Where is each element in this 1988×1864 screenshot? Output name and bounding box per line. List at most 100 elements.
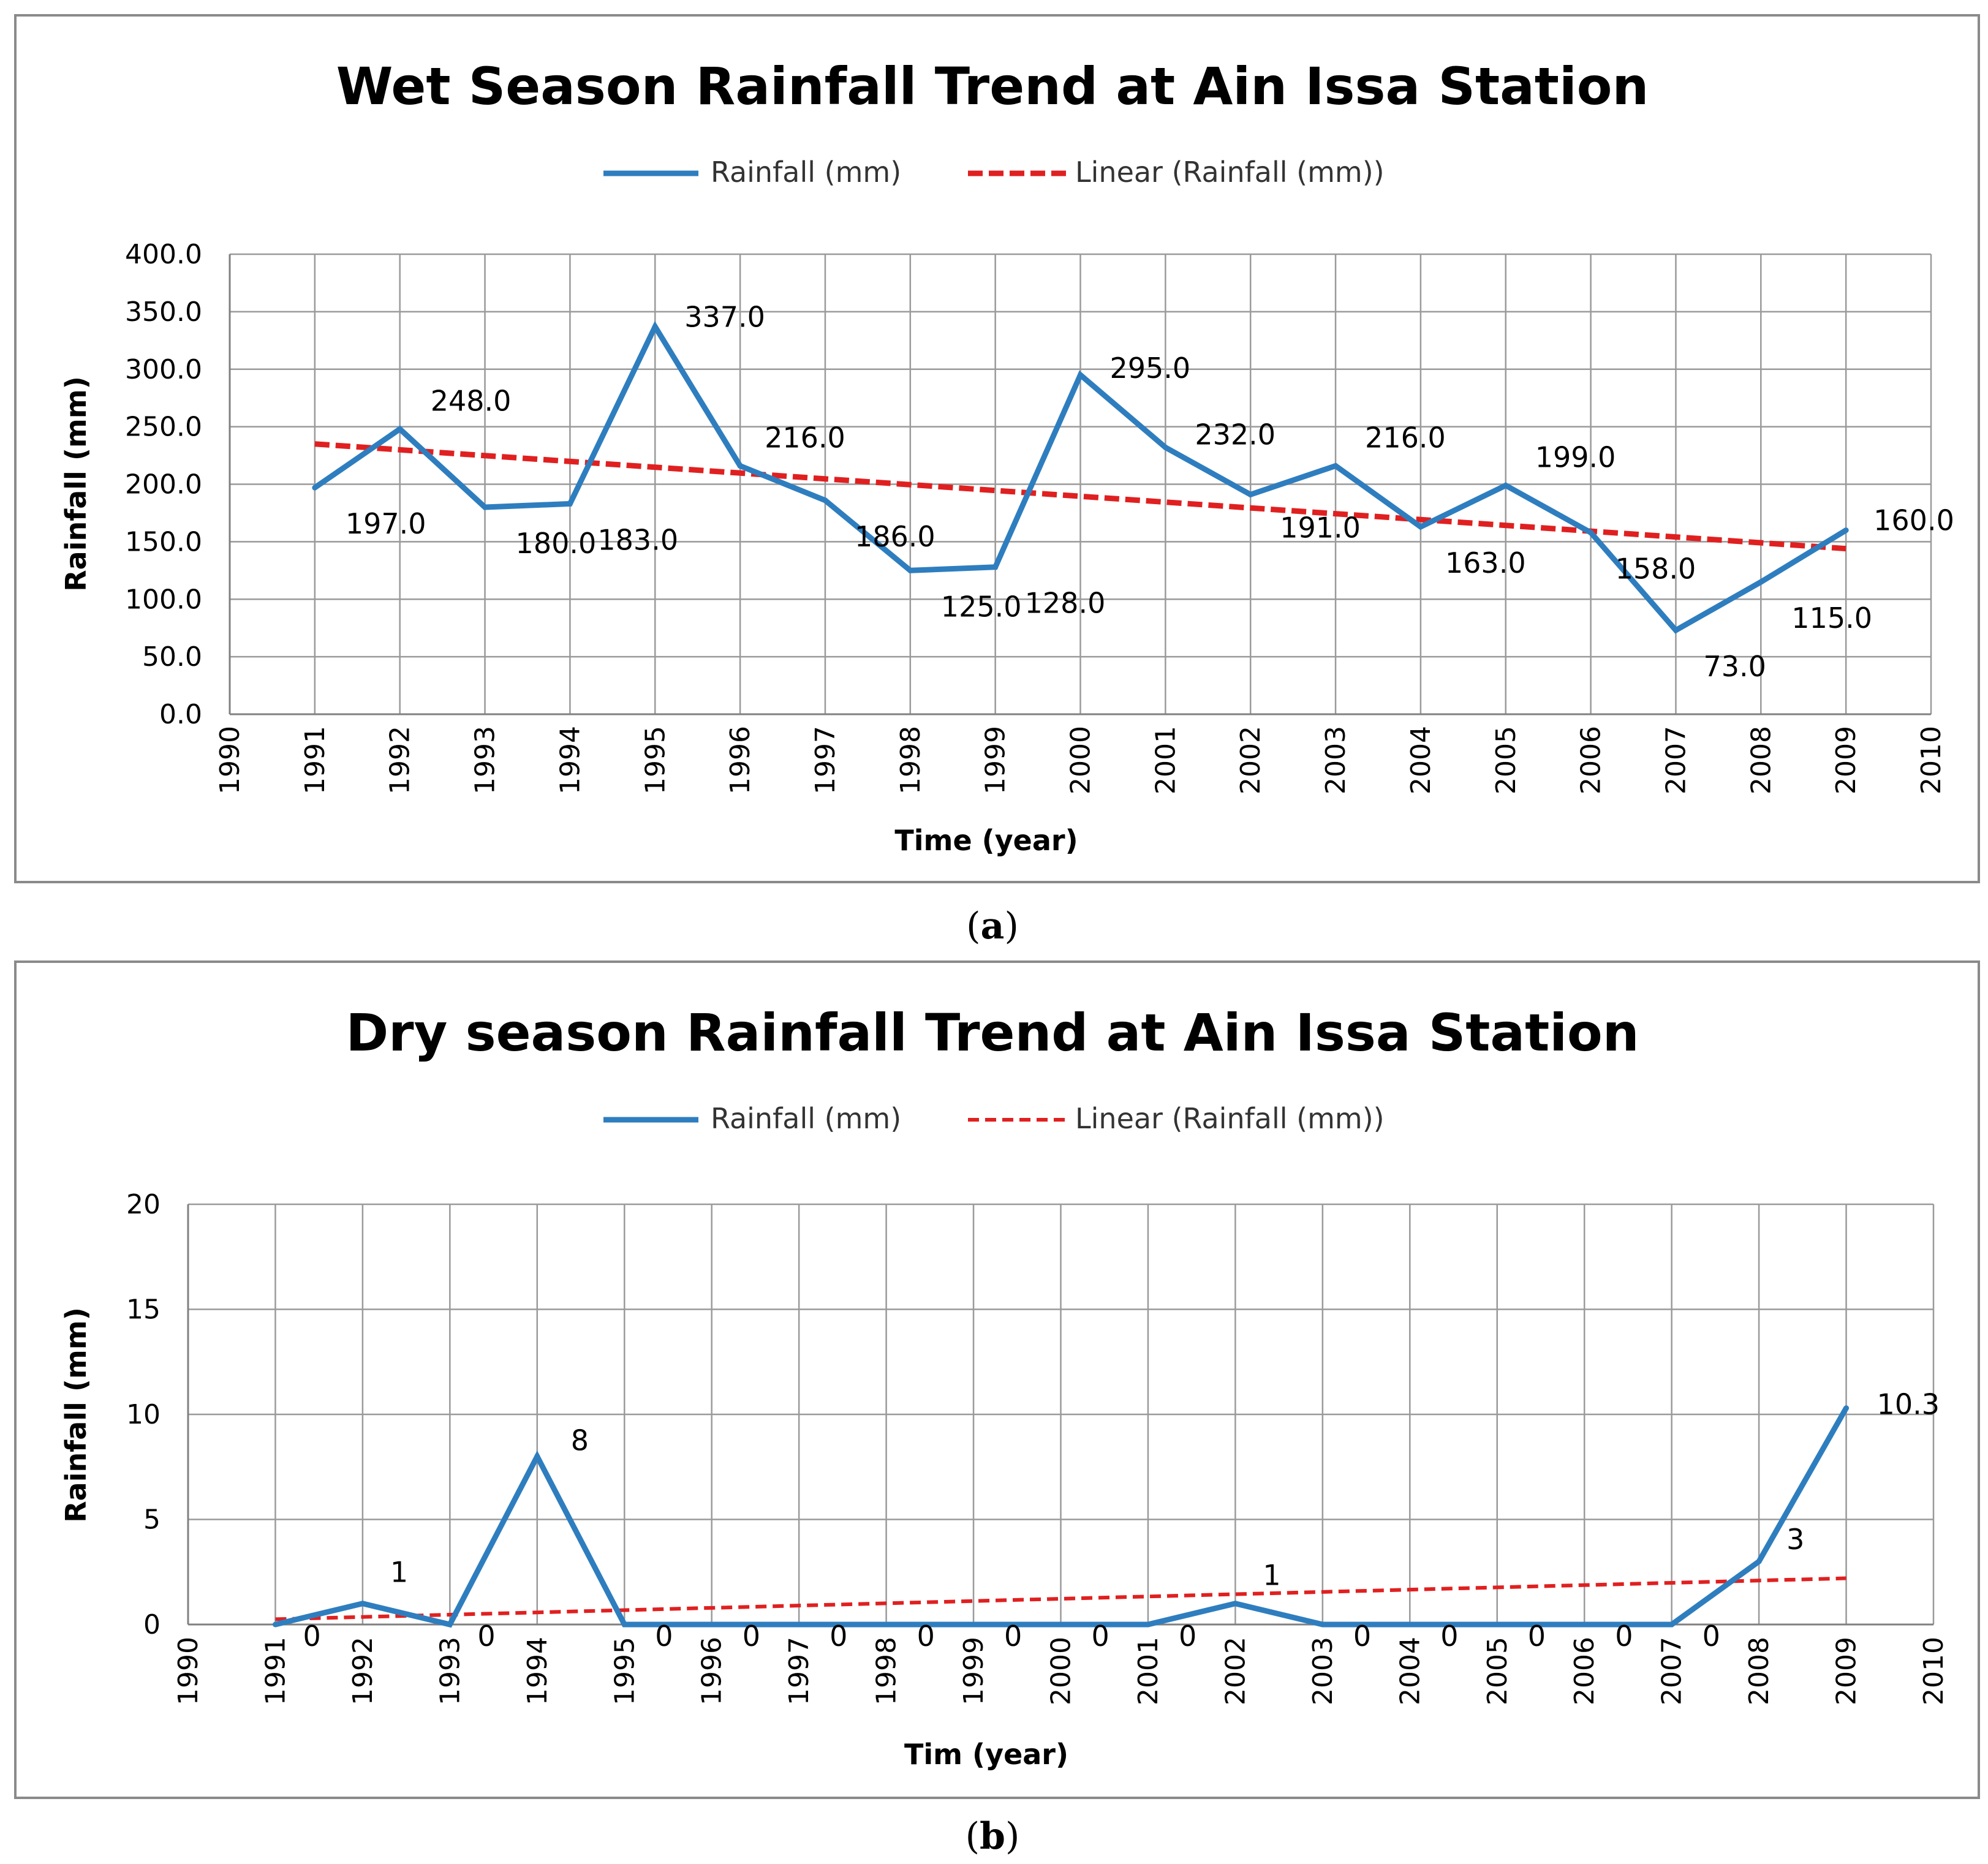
data-label: 0: [1703, 1620, 1720, 1653]
data-label: 0: [1353, 1620, 1371, 1653]
legend-label-linear: Linear (Rainfall (mm)): [1075, 1102, 1385, 1135]
x-tick-label: 1993: [434, 1637, 466, 1705]
data-point: [447, 1621, 453, 1628]
data-label: 0: [1528, 1620, 1546, 1653]
data-label: 197.0: [346, 507, 426, 540]
legend-label-rainfall: Rainfall (mm): [711, 1102, 901, 1135]
x-tick-label: 1993: [470, 726, 501, 794]
gridlines: [187, 1203, 1935, 1626]
data-point: [1494, 1621, 1500, 1628]
data-point: [883, 1621, 890, 1628]
x-tick-label: 2001: [1133, 1637, 1164, 1705]
x-tick-label: 2009: [1831, 726, 1862, 794]
data-point: [1672, 627, 1679, 633]
x-tick-label: 1995: [640, 726, 671, 794]
x-tick-label: 1997: [784, 1637, 815, 1705]
x-tick-label: 2008: [1745, 726, 1777, 794]
panel-caption: (a): [966, 905, 1019, 948]
data-point: [1058, 1621, 1064, 1628]
x-tick-label: 2009: [1831, 1637, 1862, 1705]
y-tick-label: 200.0: [125, 469, 202, 500]
y-tick-label: 150.0: [125, 526, 202, 557]
data-label: 0: [655, 1620, 673, 1653]
data-point: [1669, 1621, 1675, 1628]
x-tick-label: 1991: [300, 726, 331, 794]
x-tick-label: 2005: [1491, 726, 1522, 794]
y-axis-title: Rainfall (mm): [59, 1307, 93, 1523]
data-label: 0: [1004, 1620, 1022, 1653]
data-label: 1: [390, 1556, 408, 1589]
data-point: [1232, 1601, 1238, 1607]
x-tick-label: 1998: [871, 1637, 902, 1705]
data-point: [907, 567, 913, 573]
data-label: 8: [571, 1424, 589, 1457]
data-point: [482, 504, 488, 510]
x-tick-label: 2003: [1320, 726, 1351, 794]
x-tick-label: 2004: [1405, 726, 1437, 794]
data-point: [822, 497, 828, 504]
x-tick-label: 1994: [522, 1637, 553, 1705]
data-point: [1581, 1621, 1587, 1628]
gridlines: [229, 253, 1932, 715]
data-point: [312, 485, 318, 491]
data-point: [1078, 372, 1083, 378]
data-label: 337.0: [684, 300, 765, 333]
data-point: [1418, 524, 1424, 530]
data-point: [652, 323, 658, 330]
chart-frame: [14, 14, 1980, 883]
data-label: 0: [743, 1620, 760, 1653]
y-tick-label: 20: [126, 1189, 161, 1220]
legend-label-rainfall: Rainfall (mm): [711, 156, 901, 189]
data-point: [1758, 579, 1764, 585]
data-point: [1588, 529, 1594, 535]
y-tick-label: 0: [143, 1609, 161, 1640]
data-point: [534, 1454, 540, 1460]
x-tick-label: 2000: [1065, 726, 1097, 794]
data-label: 191.0: [1280, 511, 1361, 544]
x-tick-label: 2007: [1660, 726, 1691, 794]
x-axis-title: Tim (year): [904, 1738, 1068, 1771]
y-tick-label: 400.0: [125, 239, 202, 270]
data-label: 199.0: [1535, 440, 1616, 474]
x-tick-label: 2006: [1569, 1637, 1600, 1705]
data-label: 115.0: [1791, 602, 1872, 635]
data-label: 216.0: [1365, 421, 1446, 454]
x-tick-label: 2008: [1744, 1637, 1775, 1705]
data-label: 216.0: [765, 421, 845, 454]
data-label: 3: [1786, 1523, 1804, 1556]
data-point: [796, 1621, 802, 1628]
chart-title: Wet Season Rainfall Trend at Ain Issa St…: [336, 56, 1649, 116]
x-tick-label: 2002: [1220, 1637, 1251, 1705]
y-tick-label: 10: [126, 1399, 161, 1430]
x-tick-label: 2003: [1307, 1637, 1339, 1705]
data-point: [1407, 1621, 1413, 1628]
chart-panel-a: Wet Season Rainfall Trend at Ain Issa St…: [14, 14, 1980, 948]
data-label: 0: [1179, 1620, 1196, 1653]
data-point: [1756, 1558, 1762, 1564]
data-label: 10.3: [1877, 1388, 1940, 1421]
x-tick-label: 1998: [895, 726, 926, 794]
x-tick-label: 2001: [1150, 726, 1181, 794]
x-tick-label: 1996: [697, 1637, 728, 1705]
trendline-linear: [275, 1576, 1846, 1621]
x-tick-label: 2000: [1046, 1637, 1077, 1705]
data-label: 73.0: [1703, 650, 1766, 683]
chart-frame: [14, 960, 1980, 1799]
legend-label-linear: Linear (Rainfall (mm)): [1075, 156, 1385, 189]
y-axis-title: Rainfall (mm): [59, 376, 93, 592]
x-tick-label: 2004: [1394, 1637, 1426, 1705]
data-label: 0: [303, 1620, 320, 1653]
data-point: [992, 564, 999, 570]
data-point: [1162, 444, 1168, 450]
data-label: 186.0: [855, 520, 935, 553]
y-tick-label: 300.0: [125, 354, 202, 385]
data-label: 0: [1440, 1620, 1458, 1653]
data-label: 1: [1263, 1559, 1280, 1592]
x-tick-label: 1999: [980, 726, 1011, 794]
x-tick-label: 1991: [260, 1637, 291, 1705]
y-tick-label: 350.0: [125, 296, 202, 328]
x-tick-label: 1992: [347, 1637, 379, 1705]
data-point: [621, 1621, 627, 1628]
panel-caption: (b): [966, 1815, 1020, 1858]
